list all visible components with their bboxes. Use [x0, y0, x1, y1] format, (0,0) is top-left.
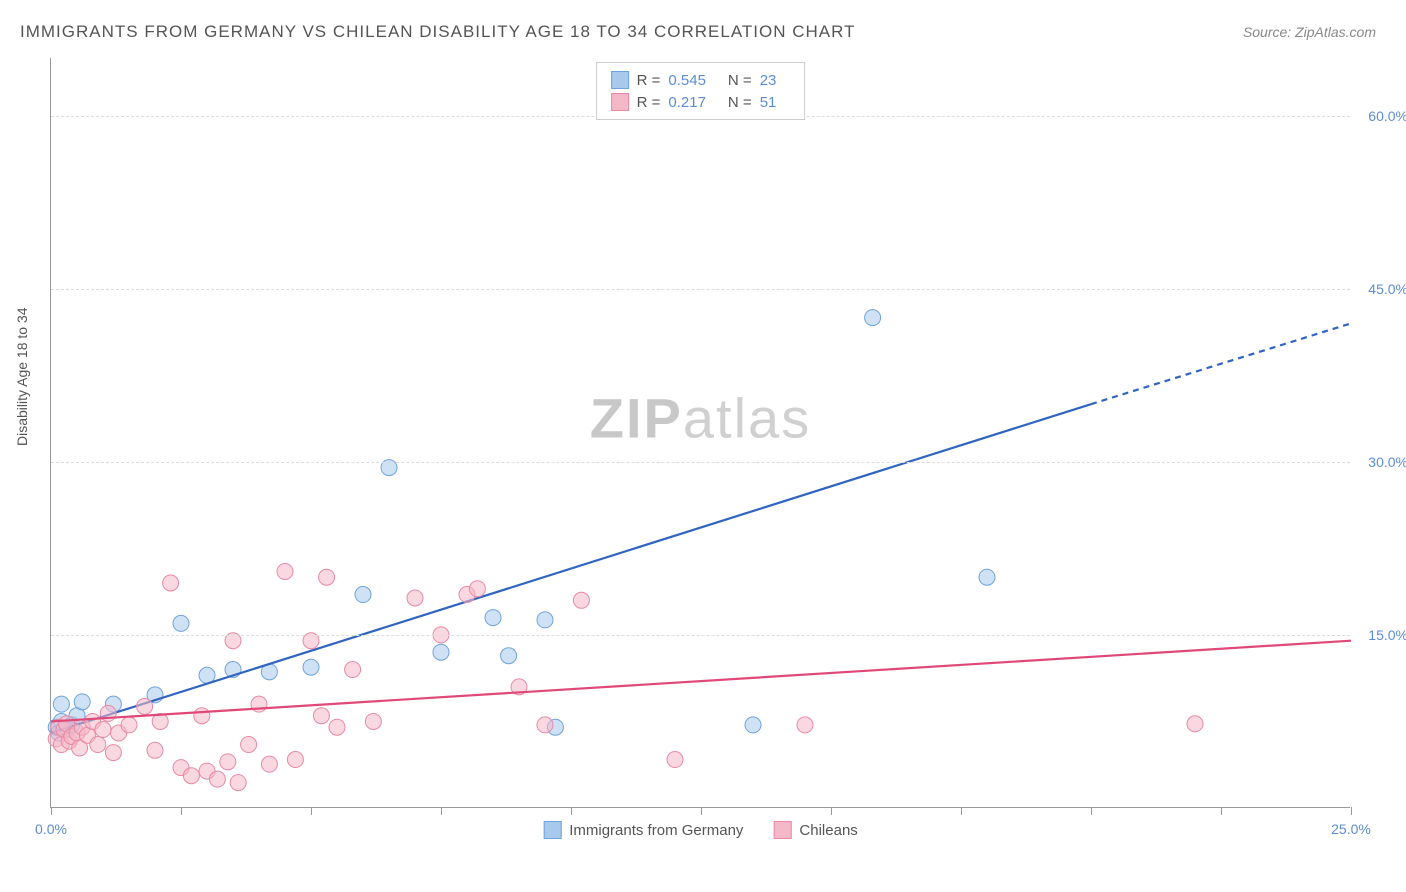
y-tick-label: 15.0% — [1368, 627, 1406, 643]
r-value-chileans: 0.217 — [668, 94, 706, 111]
data-point-chileans — [183, 768, 199, 784]
data-point-germany — [485, 610, 501, 626]
legend-label-chileans: Chileans — [799, 822, 857, 839]
data-point-germany — [745, 717, 761, 733]
x-tick-label: 25.0% — [1331, 821, 1371, 837]
scatter-svg — [51, 58, 1350, 807]
data-point-germany — [537, 612, 553, 628]
correlation-legend: R = 0.545 N = 23 R = 0.217 N = 51 — [596, 62, 806, 120]
y-tick-label: 45.0% — [1368, 281, 1406, 297]
data-point-germany — [501, 648, 517, 664]
legend-label-germany: Immigrants from Germany — [569, 822, 743, 839]
data-point-chileans — [105, 745, 121, 761]
data-point-chileans — [90, 737, 106, 753]
n-value-germany: 23 — [760, 72, 777, 89]
x-tick-label: 0.0% — [35, 821, 67, 837]
trend-line-germany — [51, 404, 1091, 733]
data-point-germany — [173, 615, 189, 631]
data-point-chileans — [230, 775, 246, 791]
data-point-chileans — [407, 590, 423, 606]
data-point-germany — [53, 696, 69, 712]
legend-row-chileans: R = 0.217 N = 51 — [611, 91, 791, 113]
y-axis-label: Disability Age 18 to 34 — [14, 307, 30, 446]
data-point-chileans — [345, 662, 361, 678]
data-point-chileans — [313, 708, 329, 724]
data-point-chileans — [537, 717, 553, 733]
data-point-chileans — [329, 719, 345, 735]
legend-item-germany: Immigrants from Germany — [543, 821, 743, 839]
data-point-chileans — [277, 563, 293, 579]
y-tick-label: 30.0% — [1368, 454, 1406, 470]
data-point-chileans — [209, 771, 225, 787]
data-point-chileans — [95, 722, 111, 738]
chart-plot-area: ZIPatlas R = 0.545 N = 23 R = 0.217 N = … — [50, 58, 1350, 808]
data-point-germany — [979, 569, 995, 585]
data-point-germany — [74, 694, 90, 710]
trend-line-chileans — [51, 641, 1351, 722]
data-point-germany — [303, 659, 319, 675]
legend-swatch-chileans — [611, 93, 629, 111]
legend-item-chileans: Chileans — [773, 821, 857, 839]
source-attribution: Source: ZipAtlas.com — [1243, 24, 1376, 40]
data-point-chileans — [287, 752, 303, 768]
legend-swatch2-chileans — [773, 821, 791, 839]
data-point-chileans — [667, 752, 683, 768]
data-point-chileans — [573, 592, 589, 608]
trend-line-ext-germany — [1091, 323, 1351, 404]
data-point-germany — [433, 644, 449, 660]
data-point-chileans — [365, 713, 381, 729]
data-point-chileans — [319, 569, 335, 585]
data-point-germany — [355, 587, 371, 603]
data-point-chileans — [194, 708, 210, 724]
data-point-chileans — [797, 717, 813, 733]
chart-title: IMMIGRANTS FROM GERMANY VS CHILEAN DISAB… — [20, 22, 856, 42]
data-point-chileans — [137, 698, 153, 714]
data-point-chileans — [261, 756, 277, 772]
r-value-germany: 0.545 — [668, 72, 706, 89]
data-point-chileans — [241, 737, 257, 753]
legend-swatch2-germany — [543, 821, 561, 839]
data-point-chileans — [1187, 716, 1203, 732]
data-point-chileans — [469, 581, 485, 597]
data-point-chileans — [121, 717, 137, 733]
data-point-chileans — [163, 575, 179, 591]
series-legend: Immigrants from Germany Chileans — [543, 821, 858, 839]
n-value-chileans: 51 — [760, 94, 777, 111]
data-point-germany — [865, 310, 881, 326]
data-point-chileans — [147, 742, 163, 758]
data-point-chileans — [220, 754, 236, 770]
y-tick-label: 60.0% — [1368, 108, 1406, 124]
legend-row-germany: R = 0.545 N = 23 — [611, 69, 791, 91]
legend-swatch-germany — [611, 71, 629, 89]
